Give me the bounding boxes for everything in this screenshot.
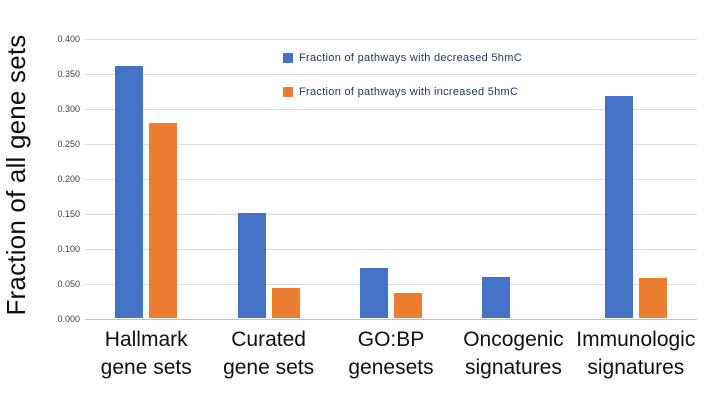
bar-decreased-3 [359,268,388,318]
y-tick-label: 0.100 [57,244,80,254]
x-category-label: Hallmark gene sets [100,328,192,379]
gridline [85,74,697,75]
x-category-label: Immunologic signatures [576,328,696,379]
bar-group [85,38,207,318]
gridline [85,144,697,145]
gridline [85,249,697,250]
x-axis-line [85,319,697,320]
y-tick-label: 0.200 [57,174,80,184]
y-tick-label: 0.300 [57,104,80,114]
bar-group [330,38,452,318]
gridline [85,179,697,180]
y-tick-label: 0.250 [57,139,80,149]
gridline [85,284,697,285]
gridline [85,214,697,215]
bar-group [207,38,329,318]
legend-swatch-decreased-icon [283,53,293,63]
gridline [85,109,697,110]
bar-decreased-5 [604,96,633,318]
bar-increased-1 [149,123,178,318]
bar-decreased-1 [115,66,144,318]
bar-decreased-2 [237,213,266,318]
plot-area [85,38,697,320]
bar-group [575,38,697,318]
x-category-label: GO:BP genesets [348,328,434,379]
legend-item-increased: Fraction of pathways with increased 5hmC [283,86,522,98]
x-category-label: Oncogenic signatures [463,328,564,379]
y-axis-title: Fraction of all gene sets [1,34,31,316]
y-tick-label: 0.000 [57,314,80,324]
x-axis-category-labels: Hallmark gene sets Curated gene sets GO:BP… [85,326,697,382]
legend-swatch-increased-icon [283,87,293,97]
legend-label-decreased: Fraction of pathways with decreased 5hmC [299,52,522,64]
bar-group [452,38,574,318]
legend-item-decreased: Fraction of pathways with decreased 5hmC [283,52,522,64]
y-tick-label: 0.150 [57,209,80,219]
bar-increased-5 [638,278,667,318]
x-category-label: Curated gene sets [223,328,315,379]
gridline [85,39,697,40]
legend: Fraction of pathways with decreased 5hmC… [283,52,522,98]
bar-increased-3 [393,293,422,318]
legend-label-increased: Fraction of pathways with increased 5hmC [299,86,519,98]
bar-decreased-4 [482,277,511,318]
y-tick-label: 0.050 [57,279,80,289]
y-tick-label: 0.400 [57,34,80,44]
y-tick-label: 0.350 [57,69,80,79]
bar-increased-2 [271,288,300,318]
